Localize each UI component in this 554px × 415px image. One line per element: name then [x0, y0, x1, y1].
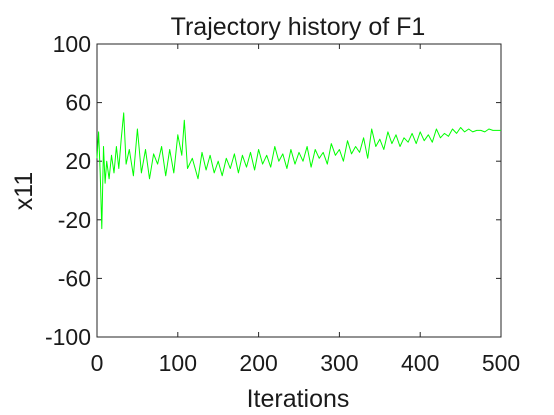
y-tick-label: -20: [58, 207, 91, 233]
x-tick-label: 500: [482, 350, 520, 376]
x-tick-label: 0: [91, 350, 104, 376]
y-tick-label: -100: [45, 324, 91, 350]
y-tick-label: 20: [65, 148, 91, 174]
x-tick-label: 100: [159, 350, 197, 376]
y-axis-label: x11: [10, 172, 38, 210]
x-axis-label: Iterations: [247, 385, 350, 413]
y-axis: -100 -60 -20 20 60 100: [45, 31, 501, 350]
plot-area: [96, 43, 502, 338]
y-tick-label: 60: [65, 90, 91, 116]
x-tick-label: 200: [239, 350, 277, 376]
y-tick-label: -60: [58, 265, 91, 291]
x-tick-label: 400: [401, 350, 439, 376]
x-tick-label: 300: [320, 350, 358, 376]
chart-title: Trajectory history of F1: [171, 13, 426, 41]
data-series-line: [96, 112, 501, 230]
x-axis: 0 100 200 300 400 500: [91, 44, 520, 376]
y-tick-label: 100: [53, 31, 91, 57]
